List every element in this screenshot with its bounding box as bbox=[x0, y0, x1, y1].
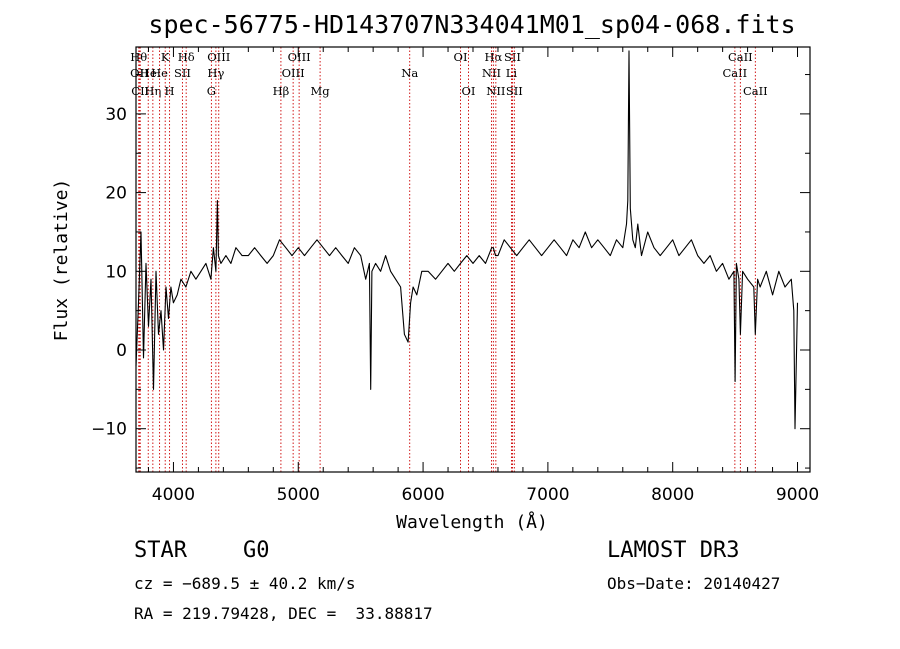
line-label-8: SII bbox=[174, 66, 191, 80]
y-tick-label-1: 0 bbox=[116, 341, 127, 361]
object-subclass: G0 bbox=[243, 538, 270, 563]
y-tick-label-3: 20 bbox=[105, 184, 127, 204]
line-label-26: CaII bbox=[722, 66, 747, 80]
ra-dec: RA = 219.79428, DEC = 33.88817 bbox=[134, 604, 433, 623]
line-label-22: NII bbox=[486, 84, 505, 98]
line-label-28: CaII bbox=[743, 84, 768, 98]
x-axis-label: Wavelength (Å) bbox=[396, 511, 548, 533]
line-label-18: OI bbox=[454, 50, 468, 64]
line-label-15: OIII bbox=[288, 50, 311, 64]
y-axis-label: Flux (relative) bbox=[51, 179, 72, 342]
spectrum-series bbox=[135, 50, 799, 430]
plot-frame bbox=[135, 46, 811, 473]
axis-ticks: 4000 5000 6000 7000 8000 9000 −10 0 10 20 30 bbox=[91, 47, 819, 505]
x-tick-label-0: 4000 bbox=[152, 485, 195, 505]
line-label-12: OIII bbox=[207, 50, 230, 64]
line-label-27: CaII bbox=[728, 50, 753, 64]
line-label-10: G bbox=[207, 84, 216, 98]
x-tick-label-5: 9000 bbox=[776, 485, 819, 505]
x-tick-label-1: 5000 bbox=[277, 485, 320, 505]
survey-name: LAMOST DR3 bbox=[607, 538, 740, 563]
line-label-11: Hγ bbox=[207, 66, 224, 80]
line-label-16: Mg bbox=[311, 84, 331, 98]
line-label-4: Hη bbox=[144, 84, 161, 98]
x-tick-label-3: 7000 bbox=[526, 485, 569, 505]
line-label-14: OIII bbox=[282, 66, 305, 80]
line-label-1: OII bbox=[130, 66, 149, 80]
line-label-21: Hα bbox=[484, 50, 502, 64]
y-tick-label-2: 10 bbox=[105, 262, 127, 282]
y-tick-label-4: 30 bbox=[105, 105, 127, 125]
emission-line-markers: HθOIICIIHeHηHeKHSIIHδGHγOIIIHβOIIIOIIIMg… bbox=[130, 47, 768, 472]
observation-date: Obs−Date: 20140427 bbox=[607, 574, 781, 593]
line-label-6: K bbox=[161, 50, 170, 64]
line-label-13: Hβ bbox=[273, 84, 290, 98]
line-label-24: SII bbox=[504, 50, 521, 64]
object-class: STAR bbox=[134, 538, 187, 563]
line-label-19: OI bbox=[462, 84, 476, 98]
line-label-7: H bbox=[165, 84, 175, 98]
line-label-20: NII bbox=[482, 66, 501, 80]
x-tick-label-4: 8000 bbox=[651, 485, 694, 505]
x-tick-label-2: 6000 bbox=[401, 485, 444, 505]
line-label-23: Li bbox=[506, 66, 518, 80]
line-label-0: Hθ bbox=[130, 50, 147, 64]
line-label-25: SII bbox=[506, 84, 523, 98]
spectrum-line bbox=[135, 50, 799, 430]
y-tick-label-0: −10 bbox=[91, 420, 127, 440]
redshift-velocity: cz = −689.5 ± 40.2 km/s bbox=[134, 574, 356, 593]
plot-border bbox=[135, 46, 811, 473]
line-label-9: Hδ bbox=[178, 50, 195, 64]
line-label-17: Na bbox=[401, 66, 418, 80]
chart-title: spec-56775-HD143707N334041M01_sp04-068.f… bbox=[148, 10, 795, 39]
line-label-5: He bbox=[151, 66, 168, 80]
